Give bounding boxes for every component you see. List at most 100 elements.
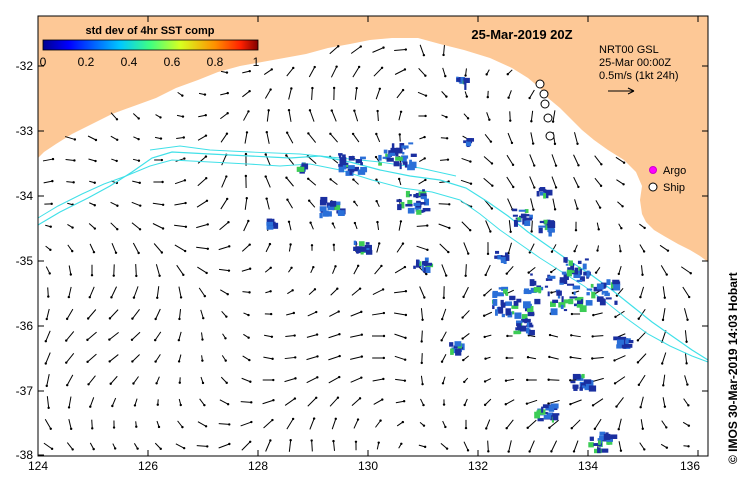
current-arrow [463,113,470,120]
sst-patch [552,299,559,303]
current-arrow [197,421,208,428]
sst-patch [391,143,395,151]
current-arrow [530,198,535,211]
current-arrow [177,331,182,342]
sst-patch [518,209,526,212]
current-arrow [67,244,74,253]
sst-patch [503,289,508,294]
current-arrow [244,131,249,144]
sst-patch [421,262,428,267]
sst-patch [396,199,402,203]
current-arrow [395,400,406,404]
current-arrow [86,353,97,364]
current-arrow [154,308,161,321]
current-arrow [199,398,206,407]
current-arrow [438,223,451,230]
sst-patch [326,202,331,208]
current-arrow [65,159,76,162]
y-tick-label: -35 [16,254,34,268]
sst-patch [524,306,527,312]
current-arrow [613,376,626,385]
current-arrow [680,266,692,275]
sst-patch [395,150,399,157]
sst-patch [454,341,462,347]
current-arrow [442,286,446,300]
sst-patch [339,157,347,165]
sst-patch [524,217,532,221]
sst-patch [572,285,581,290]
sst-patch [415,205,422,208]
current-arrow [394,265,407,274]
current-arrow [526,419,537,430]
sst-patch [505,301,512,306]
sst-stddev-patches [266,76,634,454]
sst-patch [402,161,406,165]
sst-patch [563,299,571,304]
sst-patch [593,443,601,446]
current-arrow [264,175,271,188]
current-arrow [176,114,185,118]
sst-patch [296,166,305,172]
sst-patch [524,220,531,227]
current-arrow [89,397,95,408]
current-arrow [640,419,644,430]
current-arrow [177,354,182,363]
current-arrow [65,308,74,321]
sst-patch [542,404,551,409]
sst-patch [527,311,535,317]
current-arrow [197,134,208,141]
sst-patch [389,152,396,156]
current-arrow [311,86,314,100]
current-arrow [328,354,341,361]
sst-patch [579,386,583,391]
sst-patch [613,336,621,341]
current-arrow [618,441,623,452]
x-tick-label: 132 [468,459,488,473]
current-arrow [131,354,140,363]
sst-patch [395,156,403,161]
sst-patch [572,373,581,380]
current-arrow [550,244,557,253]
current-arrow [482,311,493,317]
current-arrow [285,176,294,187]
current-arrow [461,333,470,340]
sst-patch [492,304,495,310]
current-arrow [548,355,559,360]
current-arrow [86,309,97,320]
current-arrow [353,109,359,122]
current-arrow [329,132,338,143]
sst-patch [523,289,532,295]
current-arrow [374,264,383,275]
current-arrow [287,108,292,122]
current-arrow [420,353,423,365]
sst-patch [539,187,546,191]
sst-patch [547,221,556,229]
sst-patch [522,218,526,225]
sst-patch [596,296,604,302]
current-arrow [220,91,229,96]
current-arrow [616,179,625,186]
current-arrow [89,202,96,207]
sst-patch [364,244,372,251]
y-tick-label: -32 [16,59,34,73]
current-arrow [461,221,472,232]
sst-patch [361,167,368,173]
current-arrow [174,201,187,206]
current-arrow [440,354,447,363]
current-arrow [420,330,423,343]
sst-patch [266,222,274,230]
current-arrow [65,331,75,342]
sst-patch [345,170,354,176]
current-arrow [331,417,337,430]
sst-patch [622,343,627,349]
current-arrow [376,441,380,450]
current-arrow [619,244,622,253]
current-arrow [220,376,228,385]
sst-patch [459,343,465,351]
sst-patch [271,222,279,229]
current-arrow [200,376,205,385]
current-arrow [419,421,426,427]
current-arrow [306,333,319,338]
sst-patch [353,246,358,251]
sst-patch [378,154,382,161]
